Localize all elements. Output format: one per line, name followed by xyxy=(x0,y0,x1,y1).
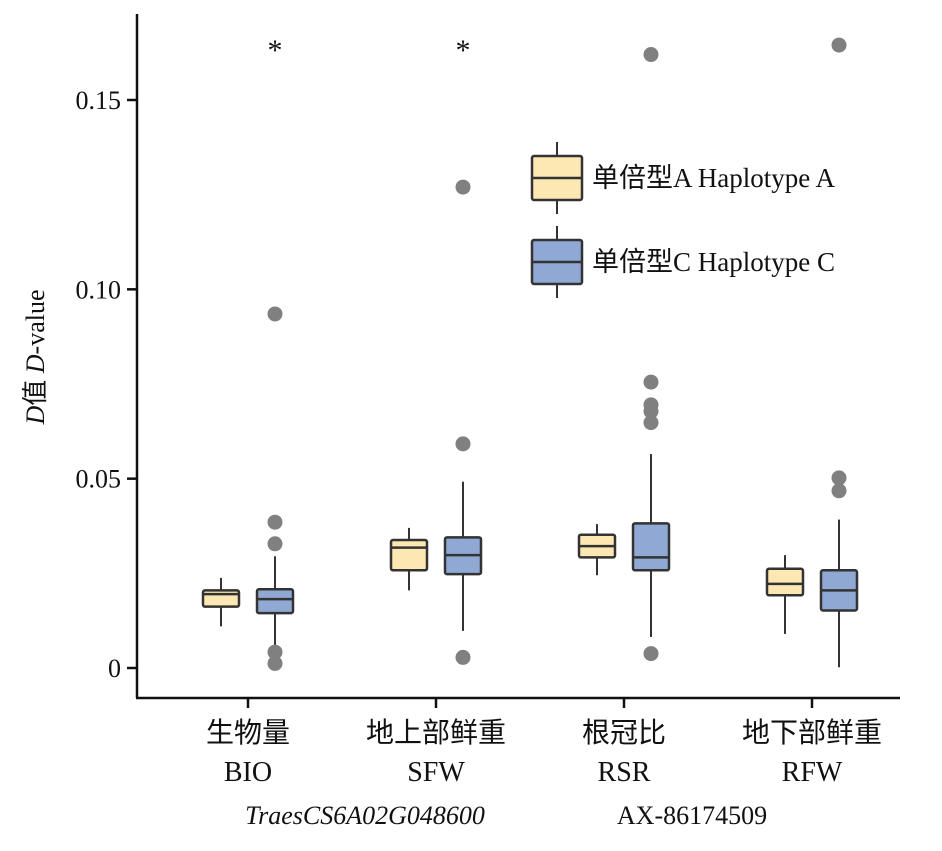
y-axis-label: D值 D-value xyxy=(21,289,50,425)
outlier-point xyxy=(643,403,659,419)
significance-marks: * * xyxy=(268,34,471,67)
box-haplotype-c xyxy=(631,454,671,637)
legend-label: 单倍型A Haplotype A xyxy=(592,163,835,193)
legend-label: 单倍型C Haplotype C xyxy=(592,247,835,277)
box-haplotype-a xyxy=(765,555,805,634)
box-haplotype-c xyxy=(255,556,295,649)
box-haplotype-c xyxy=(443,481,483,631)
significance-star: * xyxy=(456,34,471,67)
x-category-label-cn: 地上部鲜重 xyxy=(366,717,506,749)
outlier-point xyxy=(267,644,283,660)
outlier-point xyxy=(267,536,283,552)
box-iqr xyxy=(255,587,295,615)
x-category-label-en: RSR xyxy=(598,757,651,788)
x-category-label-en: RFW xyxy=(782,757,843,788)
outlier-point xyxy=(643,415,659,431)
outlier-point xyxy=(455,436,471,452)
box-iqr xyxy=(765,567,805,597)
box-iqr xyxy=(389,538,429,572)
x-category-label-en: SFW xyxy=(407,757,465,788)
outlier-point xyxy=(455,179,471,195)
x-category-label-cn: 生物量 xyxy=(206,717,290,749)
axes xyxy=(135,14,900,700)
significance-star: * xyxy=(268,34,283,67)
x-axis-ticks: 生物量 BIO 地上部鲜重 SFW 根冠比 RSR 地下部鲜重 RFW xyxy=(206,698,882,788)
outlier-point xyxy=(267,514,283,530)
box-iqr xyxy=(631,522,671,572)
outlier-point xyxy=(643,374,659,390)
outlier-point xyxy=(831,483,847,499)
outlier-point xyxy=(643,646,659,662)
outlier-point xyxy=(455,649,471,665)
y-axis-ticks: 0 0.05 0.10 0.15 xyxy=(76,86,137,683)
y-tick-label: 0.15 xyxy=(76,86,122,115)
box-haplotype-c xyxy=(819,519,859,668)
box-haplotype-a xyxy=(389,527,429,591)
footer-gene-label: TraesCS6A02G048600 xyxy=(245,801,485,830)
outlier-points xyxy=(267,37,847,671)
box-series xyxy=(201,454,859,668)
y-tick-label: 0.10 xyxy=(76,275,122,304)
box-haplotype-a xyxy=(577,524,617,576)
outlier-point xyxy=(267,306,283,322)
x-category-label-en: BIO xyxy=(224,757,272,788)
x-category-label-cn: 根冠比 xyxy=(582,717,666,749)
legend-item-haplotype-a: 单倍型A Haplotype A xyxy=(530,142,835,214)
x-category-label-cn: 地下部鲜重 xyxy=(742,717,882,749)
legend: 单倍型A Haplotype A 单倍型C Haplotype C xyxy=(530,142,835,298)
outlier-point xyxy=(831,470,847,486)
outlier-point xyxy=(643,47,659,63)
box-haplotype-a xyxy=(201,577,241,627)
outlier-point xyxy=(831,37,847,53)
box-iqr xyxy=(201,589,241,608)
outlier-point xyxy=(267,655,283,671)
y-tick-label: 0.05 xyxy=(76,465,122,494)
y-tick-label: 0 xyxy=(108,654,121,683)
legend-item-haplotype-c: 单倍型C Haplotype C xyxy=(530,226,835,298)
footer-marker-label: AX-86174509 xyxy=(617,801,767,830)
